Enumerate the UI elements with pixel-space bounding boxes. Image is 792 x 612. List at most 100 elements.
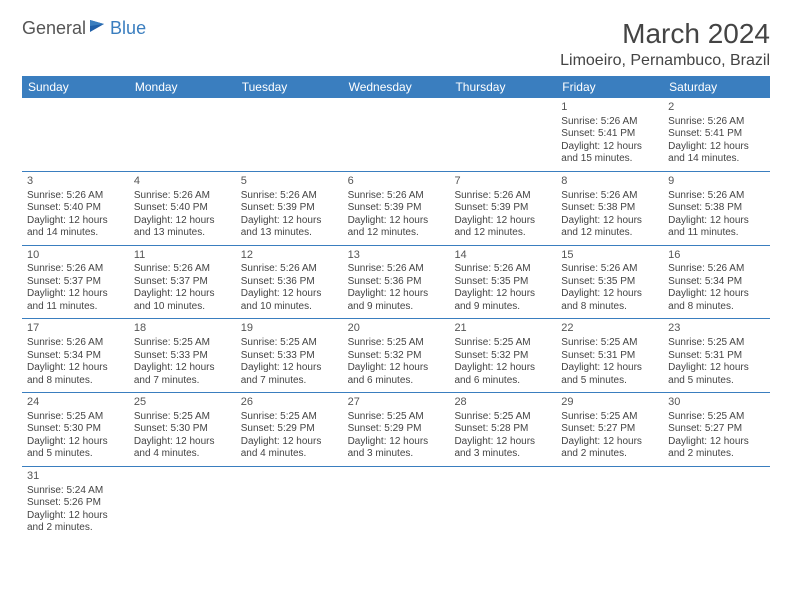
- day-number: 19: [241, 322, 337, 336]
- daylight-line: Daylight: 12 hours and 2 minutes.: [561, 436, 657, 461]
- day-cell: 21Sunrise: 5:25 AMSunset: 5:32 PMDayligh…: [449, 319, 556, 392]
- title-block: March 2024 Limoeiro, Pernambuco, Brazil: [560, 18, 770, 70]
- daylight-line: Daylight: 12 hours and 2 minutes.: [27, 510, 123, 535]
- sunset-line: Sunset: 5:41 PM: [668, 128, 764, 141]
- flag-icon: [88, 18, 108, 39]
- week-row: 17Sunrise: 5:26 AMSunset: 5:34 PM Dayligh…: [22, 319, 770, 393]
- day-cell: 17Sunrise: 5:26 AMSunset: 5:34 PMDayligh…: [22, 319, 129, 392]
- sunrise-line: Sunrise: 5:25 AM: [454, 337, 550, 350]
- day-number: 20: [348, 322, 444, 336]
- day-cell: 4Sunrise: 5:26 AMSunset: 5:40 PMDaylight…: [129, 172, 236, 245]
- daylight-line: Daylight: 12 hours and 3 minutes.: [454, 436, 550, 461]
- day-number: 12: [241, 249, 337, 263]
- daylight-line: Daylight: 12 hours and 10 minutes.: [241, 288, 337, 313]
- sunrise-line: Sunrise: 5:26 AM: [27, 337, 123, 350]
- daylight-line: Daylight: 12 hours and 9 minutes.: [454, 288, 550, 313]
- day-number: 14: [454, 249, 550, 263]
- daylight-line: Daylight: 12 hours and 5 minutes.: [561, 362, 657, 387]
- sunset-line: Sunset: 5:34 PM: [668, 276, 764, 289]
- sunrise-line: Sunrise: 5:26 AM: [561, 116, 657, 129]
- day-cell: 28Sunrise: 5:25 AMSunset: 5:28 PMDayligh…: [449, 393, 556, 466]
- day-cell: [449, 467, 556, 540]
- sunset-line: Sunset: 5:32 PM: [454, 350, 550, 363]
- sunset-line: Sunset: 5:28 PM: [454, 423, 550, 436]
- day-number: 10: [27, 249, 123, 263]
- sunrise-line: Sunrise: 5:26 AM: [454, 263, 550, 276]
- sunrise-line: Sunrise: 5:25 AM: [134, 337, 230, 350]
- day-cell: 1Sunrise: 5:26 AMSunset: 5:41 PMDaylight…: [556, 98, 663, 171]
- sunrise-line: Sunrise: 5:26 AM: [27, 263, 123, 276]
- daylight-line: Daylight: 12 hours and 4 minutes.: [134, 436, 230, 461]
- day-number: 27: [348, 396, 444, 410]
- daylight-line: Daylight: 12 hours and 7 minutes.: [134, 362, 230, 387]
- sunrise-line: Sunrise: 5:26 AM: [454, 190, 550, 203]
- day-cell: 7Sunrise: 5:26 AMSunset: 5:39 PMDaylight…: [449, 172, 556, 245]
- day-cell: 5Sunrise: 5:26 AMSunset: 5:39 PMDaylight…: [236, 172, 343, 245]
- day-cell: 14Sunrise: 5:26 AMSunset: 5:35 PMDayligh…: [449, 246, 556, 319]
- logo: General Blue: [22, 18, 146, 39]
- day-cell: 11Sunrise: 5:26 AMSunset: 5:37 PMDayligh…: [129, 246, 236, 319]
- sunrise-line: Sunrise: 5:26 AM: [561, 190, 657, 203]
- sunrise-line: Sunrise: 5:26 AM: [27, 190, 123, 203]
- sunset-line: Sunset: 5:39 PM: [348, 202, 444, 215]
- day-number: 21: [454, 322, 550, 336]
- weeks-container: 1Sunrise: 5:26 AMSunset: 5:41 PMDaylight…: [22, 98, 770, 540]
- sunset-line: Sunset: 5:27 PM: [561, 423, 657, 436]
- sunrise-line: Sunrise: 5:26 AM: [668, 263, 764, 276]
- sunrise-line: Sunrise: 5:24 AM: [27, 485, 123, 498]
- day-cell: 13Sunrise: 5:26 AMSunset: 5:36 PMDayligh…: [343, 246, 450, 319]
- day-number: 17: [27, 322, 123, 336]
- sunset-line: Sunset: 5:40 PM: [27, 202, 123, 215]
- month-title: March 2024: [560, 18, 770, 50]
- day-cell: [236, 98, 343, 171]
- day-cell: 27Sunrise: 5:25 AMSunset: 5:29 PMDayligh…: [343, 393, 450, 466]
- day-header: Saturday: [663, 76, 770, 98]
- day-cell: [343, 467, 450, 540]
- day-number: 6: [348, 175, 444, 189]
- sunset-line: Sunset: 5:35 PM: [561, 276, 657, 289]
- sunrise-line: Sunrise: 5:25 AM: [348, 411, 444, 424]
- sunrise-line: Sunrise: 5:26 AM: [134, 263, 230, 276]
- daylight-line: Daylight: 12 hours and 5 minutes.: [27, 436, 123, 461]
- day-cell: 23Sunrise: 5:25 AMSunset: 5:31 PMDayligh…: [663, 319, 770, 392]
- daylight-line: Daylight: 12 hours and 7 minutes.: [241, 362, 337, 387]
- day-cell: 19Sunrise: 5:25 AMSunset: 5:33 PMDayligh…: [236, 319, 343, 392]
- daylight-line: Daylight: 12 hours and 9 minutes.: [348, 288, 444, 313]
- daylight-line: Daylight: 12 hours and 6 minutes.: [454, 362, 550, 387]
- sunrise-line: Sunrise: 5:25 AM: [668, 337, 764, 350]
- sunset-line: Sunset: 5:32 PM: [348, 350, 444, 363]
- header: General Blue March 2024 Limoeiro, Pernam…: [22, 18, 770, 70]
- sunrise-line: Sunrise: 5:26 AM: [241, 263, 337, 276]
- day-cell: 29Sunrise: 5:25 AMSunset: 5:27 PMDayligh…: [556, 393, 663, 466]
- day-cell: 22Sunrise: 5:25 AMSunset: 5:31 PMDayligh…: [556, 319, 663, 392]
- daylight-line: Daylight: 12 hours and 14 minutes.: [668, 141, 764, 166]
- sunset-line: Sunset: 5:29 PM: [241, 423, 337, 436]
- day-cell: [343, 98, 450, 171]
- day-number: 22: [561, 322, 657, 336]
- sunrise-line: Sunrise: 5:25 AM: [134, 411, 230, 424]
- sunrise-line: Sunrise: 5:25 AM: [27, 411, 123, 424]
- sunrise-line: Sunrise: 5:25 AM: [561, 337, 657, 350]
- day-cell: 9Sunrise: 5:26 AMSunset: 5:38 PMDaylight…: [663, 172, 770, 245]
- sunset-line: Sunset: 5:39 PM: [454, 202, 550, 215]
- daylight-line: Daylight: 12 hours and 4 minutes.: [241, 436, 337, 461]
- sunrise-line: Sunrise: 5:25 AM: [348, 337, 444, 350]
- daylight-line: Daylight: 12 hours and 3 minutes.: [348, 436, 444, 461]
- sunrise-line: Sunrise: 5:26 AM: [134, 190, 230, 203]
- sunset-line: Sunset: 5:37 PM: [134, 276, 230, 289]
- day-number: 18: [134, 322, 230, 336]
- sunset-line: Sunset: 5:33 PM: [241, 350, 337, 363]
- sunset-line: Sunset: 5:34 PM: [27, 350, 123, 363]
- day-number: 4: [134, 175, 230, 189]
- daylight-line: Daylight: 12 hours and 12 minutes.: [348, 215, 444, 240]
- sunrise-line: Sunrise: 5:25 AM: [668, 411, 764, 424]
- day-number: 5: [241, 175, 337, 189]
- daylight-line: Daylight: 12 hours and 13 minutes.: [241, 215, 337, 240]
- day-header: Thursday: [449, 76, 556, 98]
- daylight-line: Daylight: 12 hours and 8 minutes.: [668, 288, 764, 313]
- week-row: 3Sunrise: 5:26 AMSunset: 5:40 PMDaylight…: [22, 172, 770, 246]
- day-number: 24: [27, 396, 123, 410]
- location: Limoeiro, Pernambuco, Brazil: [560, 52, 770, 70]
- daylight-line: Daylight: 12 hours and 15 minutes.: [561, 141, 657, 166]
- daylight-line: Daylight: 12 hours and 12 minutes.: [454, 215, 550, 240]
